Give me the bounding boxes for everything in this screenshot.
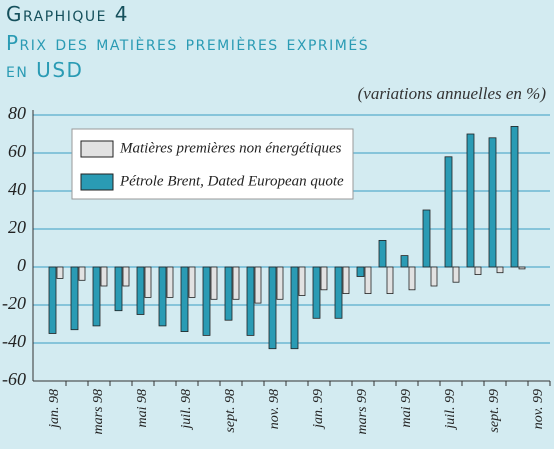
chart-header: Graphique 4 — [6, 2, 130, 26]
x-tick-label: mai 99 — [399, 389, 414, 428]
bar — [180, 266, 189, 332]
bar — [496, 266, 504, 274]
x-tick-label: sept. 98 — [223, 389, 238, 433]
legend-label: Matières premières non énergétiques — [119, 140, 342, 156]
bar — [356, 266, 365, 277]
bar — [268, 266, 277, 350]
bar — [276, 266, 284, 300]
bar — [422, 209, 431, 268]
x-tick-label: mai 98 — [135, 389, 150, 428]
x-tick-label: mars 99 — [355, 389, 370, 435]
x-tick-label: juil. 99 — [443, 389, 458, 431]
bar — [232, 266, 240, 300]
y-tick-label: -20 — [2, 293, 26, 313]
bar — [488, 137, 497, 268]
bar — [452, 266, 460, 283]
bar — [320, 266, 328, 291]
x-tick-label: sept. 99 — [487, 389, 502, 433]
bar — [510, 126, 519, 268]
bar — [342, 266, 350, 295]
bar — [188, 266, 196, 298]
bar — [312, 266, 321, 319]
bar — [144, 266, 152, 298]
bar — [114, 266, 123, 312]
x-tick-label: nov. 98 — [267, 389, 282, 429]
legend-swatch — [80, 173, 114, 191]
y-tick-label: -40 — [2, 331, 26, 351]
y-tick-label: 80 — [8, 103, 26, 123]
y-tick-label: -60 — [2, 369, 26, 389]
legend-label: Pétrole Brent, Dated European quote — [119, 173, 344, 189]
bar — [474, 266, 482, 275]
x-tick-label: mars 98 — [91, 389, 106, 435]
legend-box — [71, 128, 354, 200]
bar — [158, 266, 167, 327]
bar — [254, 266, 262, 304]
bar — [122, 266, 130, 287]
x-tick-label: jan. 98 — [47, 389, 62, 430]
bar — [202, 266, 211, 336]
y-tick-label: 40 — [8, 179, 26, 199]
y-tick-label: 60 — [8, 141, 26, 161]
chart-title: Prix des matières premières exprimés en … — [6, 31, 370, 82]
bar — [92, 266, 101, 327]
x-tick-label: juil. 98 — [179, 389, 194, 431]
bar — [430, 266, 438, 287]
bar — [48, 266, 57, 334]
legend-swatch — [80, 140, 114, 158]
x-tick-label: jan. 99 — [311, 389, 326, 430]
bar — [210, 266, 218, 300]
bar — [444, 156, 453, 268]
bar — [70, 266, 79, 331]
chart-subtitle: (variations annuelles en %) — [357, 84, 546, 103]
x-tick-label: nov. 99 — [531, 389, 546, 429]
bar — [224, 266, 233, 321]
bar — [386, 266, 394, 295]
bar — [400, 255, 409, 268]
y-tick-label: 20 — [8, 217, 26, 237]
bar — [378, 239, 387, 268]
bar — [466, 133, 475, 268]
bar — [364, 266, 372, 295]
bar — [136, 266, 145, 315]
bar — [298, 266, 306, 296]
bar — [290, 266, 299, 350]
bar — [166, 266, 174, 298]
bar — [100, 266, 108, 287]
y-tick-label: 0 — [17, 255, 26, 275]
bar — [246, 266, 255, 336]
bar — [78, 266, 86, 281]
bar — [56, 266, 64, 279]
bar — [408, 266, 416, 291]
bar — [518, 266, 526, 270]
bar — [334, 266, 343, 319]
